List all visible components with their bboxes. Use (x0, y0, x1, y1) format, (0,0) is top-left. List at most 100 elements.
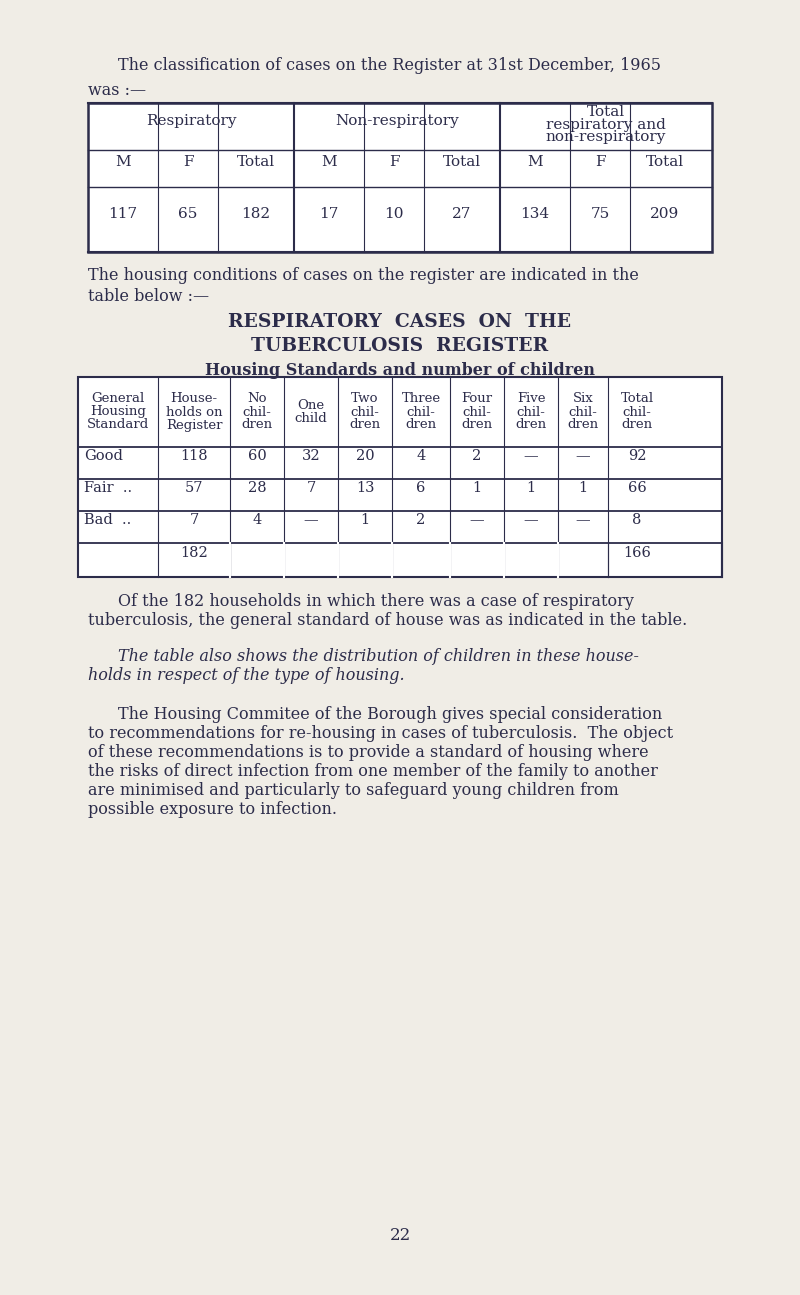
Text: F: F (389, 155, 399, 170)
Text: 17: 17 (319, 206, 338, 220)
Text: the risks of direct infection from one member of the family to another: the risks of direct infection from one m… (88, 763, 658, 780)
Text: 209: 209 (650, 206, 680, 220)
Text: 28: 28 (248, 480, 266, 495)
Text: child: child (294, 412, 327, 425)
Text: non-respiratory: non-respiratory (546, 130, 666, 144)
Text: dren: dren (622, 418, 653, 431)
Text: 32: 32 (302, 449, 320, 464)
Text: 66: 66 (628, 480, 646, 495)
Text: Total: Total (646, 155, 684, 170)
Text: F: F (594, 155, 606, 170)
Text: Register: Register (166, 418, 222, 431)
Text: chil-: chil- (622, 405, 651, 418)
Text: TUBERCULOSIS  REGISTER: TUBERCULOSIS REGISTER (251, 337, 549, 355)
Text: Total: Total (621, 392, 654, 405)
Text: holds in respect of the type of housing.: holds in respect of the type of housing. (88, 667, 405, 684)
Text: —: — (470, 513, 484, 527)
Text: General: General (91, 392, 145, 405)
Text: RESPIRATORY  CASES  ON  THE: RESPIRATORY CASES ON THE (229, 313, 571, 332)
Text: 2: 2 (416, 513, 426, 527)
Text: Respiratory: Respiratory (146, 114, 236, 127)
Text: Four: Four (462, 392, 493, 405)
Text: 1: 1 (473, 480, 482, 495)
Text: 1: 1 (578, 480, 587, 495)
Text: dren: dren (515, 418, 546, 431)
Text: 134: 134 (521, 206, 550, 220)
Text: 1: 1 (361, 513, 370, 527)
Text: are minimised and particularly to safeguard young children from: are minimised and particularly to safegu… (88, 782, 618, 799)
Text: respiratory and: respiratory and (546, 118, 666, 132)
Text: M: M (321, 155, 337, 170)
Text: Five: Five (517, 392, 546, 405)
Text: Total: Total (443, 155, 481, 170)
Text: holds on: holds on (166, 405, 222, 418)
Text: Six: Six (573, 392, 594, 405)
Text: chil-: chil- (462, 405, 491, 418)
Text: 57: 57 (185, 480, 203, 495)
Text: Bad  ..: Bad .. (84, 513, 131, 527)
Text: 4: 4 (416, 449, 426, 464)
Text: dren: dren (350, 418, 381, 431)
Text: Housing Standards and number of children: Housing Standards and number of children (205, 363, 595, 379)
Text: —: — (524, 449, 538, 464)
Text: Three: Three (402, 392, 441, 405)
Text: No: No (247, 392, 266, 405)
Text: dren: dren (567, 418, 598, 431)
Text: Good: Good (84, 449, 123, 464)
Text: chil-: chil- (242, 405, 271, 418)
Text: 4: 4 (252, 513, 262, 527)
Text: 13: 13 (356, 480, 374, 495)
Text: The classification of cases on the Register at 31st December, 1965: The classification of cases on the Regis… (118, 57, 661, 74)
Text: One: One (298, 399, 325, 412)
Text: House-: House- (170, 392, 218, 405)
Text: 166: 166 (623, 546, 651, 559)
Text: chil-: chil- (517, 405, 546, 418)
Text: was :—: was :— (88, 82, 146, 98)
Text: 92: 92 (628, 449, 646, 464)
Text: Standard: Standard (87, 418, 149, 431)
Text: chil-: chil- (350, 405, 379, 418)
Text: 27: 27 (452, 206, 472, 220)
Text: —: — (576, 449, 590, 464)
Bar (78, 377, 722, 578)
Text: 20: 20 (356, 449, 374, 464)
Text: —: — (576, 513, 590, 527)
Text: —: — (524, 513, 538, 527)
Text: 10: 10 (384, 206, 404, 220)
Text: 117: 117 (109, 206, 138, 220)
Text: M: M (115, 155, 131, 170)
Text: to recommendations for re-housing in cases of tuberculosis.  The object: to recommendations for re-housing in cas… (88, 725, 673, 742)
Text: 8: 8 (632, 513, 642, 527)
Text: The housing conditions of cases on the register are indicated in the: The housing conditions of cases on the r… (88, 267, 639, 284)
Text: Two: Two (351, 392, 378, 405)
Text: 6: 6 (416, 480, 426, 495)
Text: of these recommendations is to provide a standard of housing where: of these recommendations is to provide a… (88, 745, 649, 761)
Text: 60: 60 (248, 449, 266, 464)
Text: chil-: chil- (569, 405, 598, 418)
Text: Fair  ..: Fair .. (84, 480, 132, 495)
Text: dren: dren (462, 418, 493, 431)
Text: Total: Total (237, 155, 275, 170)
Text: Non-respiratory: Non-respiratory (335, 114, 459, 127)
Text: 182: 182 (242, 206, 270, 220)
Text: 65: 65 (178, 206, 198, 220)
Text: table below :—: table below :— (88, 287, 209, 306)
Text: —: — (304, 513, 318, 527)
Text: Of the 182 households in which there was a case of respiratory: Of the 182 households in which there was… (118, 593, 634, 610)
Text: 1: 1 (526, 480, 535, 495)
Text: 75: 75 (590, 206, 610, 220)
Bar (88, 104, 712, 253)
Text: tuberculosis, the general standard of house was as indicated in the table.: tuberculosis, the general standard of ho… (88, 613, 687, 629)
Text: 22: 22 (390, 1226, 410, 1244)
Text: 182: 182 (180, 546, 208, 559)
Text: 118: 118 (180, 449, 208, 464)
Text: Total: Total (587, 105, 625, 119)
Text: 7: 7 (190, 513, 198, 527)
Text: 7: 7 (306, 480, 316, 495)
Text: The table also shows the distribution of children in these house-: The table also shows the distribution of… (118, 648, 639, 666)
Text: Housing: Housing (90, 405, 146, 418)
Text: The Housing Commitee of the Borough gives special consideration: The Housing Commitee of the Borough give… (118, 706, 662, 723)
Text: dren: dren (242, 418, 273, 431)
Text: dren: dren (406, 418, 437, 431)
Text: chil-: chil- (406, 405, 435, 418)
